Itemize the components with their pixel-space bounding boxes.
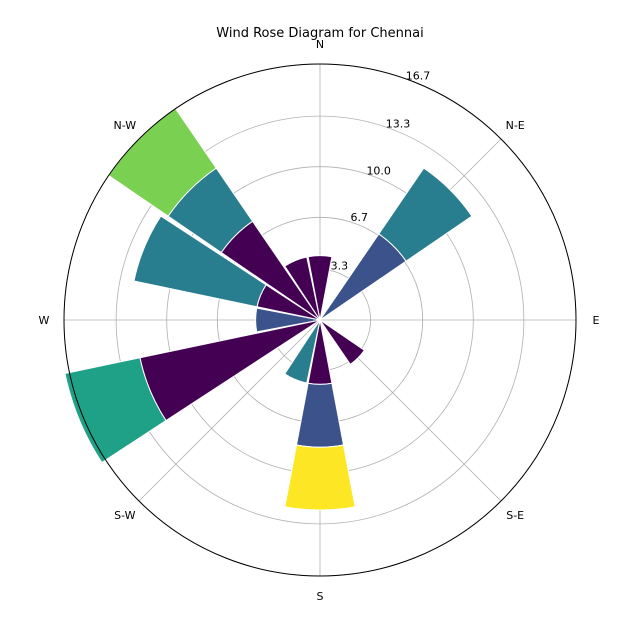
direction-label-6: W <box>39 314 50 327</box>
direction-label-2: E <box>593 314 600 327</box>
bar-8-1 <box>295 382 345 448</box>
bar-2-1 <box>378 167 473 262</box>
direction-label-1: N-E <box>506 119 525 132</box>
radial-tick-labels: 3.3 6.7 10.0 13.3 16.7 <box>331 70 431 273</box>
grid-spoke-5 <box>138 319 321 502</box>
direction-label-0: N <box>316 38 324 51</box>
bar-6-0 <box>319 319 365 365</box>
bar-15-0 <box>284 256 321 321</box>
radial-tick-2: 10.0 <box>366 164 391 177</box>
bar-13-1 <box>133 215 267 308</box>
radial-tick-1: 6.7 <box>351 211 369 224</box>
polar-spine <box>63 63 577 577</box>
bar-2-0 <box>319 233 407 321</box>
bar-12-0 <box>255 307 321 333</box>
wind-bars <box>64 107 473 511</box>
bar-11-1 <box>64 357 167 464</box>
direction-label-5: S-W <box>114 509 136 522</box>
bar-9-0 <box>284 319 321 384</box>
radial-tick-0: 3.3 <box>331 259 349 272</box>
radial-tick-4: 16.7 <box>406 70 431 83</box>
bar-0-0 <box>307 255 333 321</box>
bar-8-2 <box>284 444 356 511</box>
direction-label-3: S-E <box>506 509 524 522</box>
chart-title: Wind Rose Diagram for Chennai <box>216 26 423 41</box>
radial-tick-3: 13.3 <box>386 118 411 131</box>
outer-spine <box>63 63 577 577</box>
direction-labels: N N-E E S-E S S-W W N-W <box>39 38 600 603</box>
direction-label-4: S <box>317 590 324 603</box>
direction-label-7: N-W <box>113 119 136 132</box>
